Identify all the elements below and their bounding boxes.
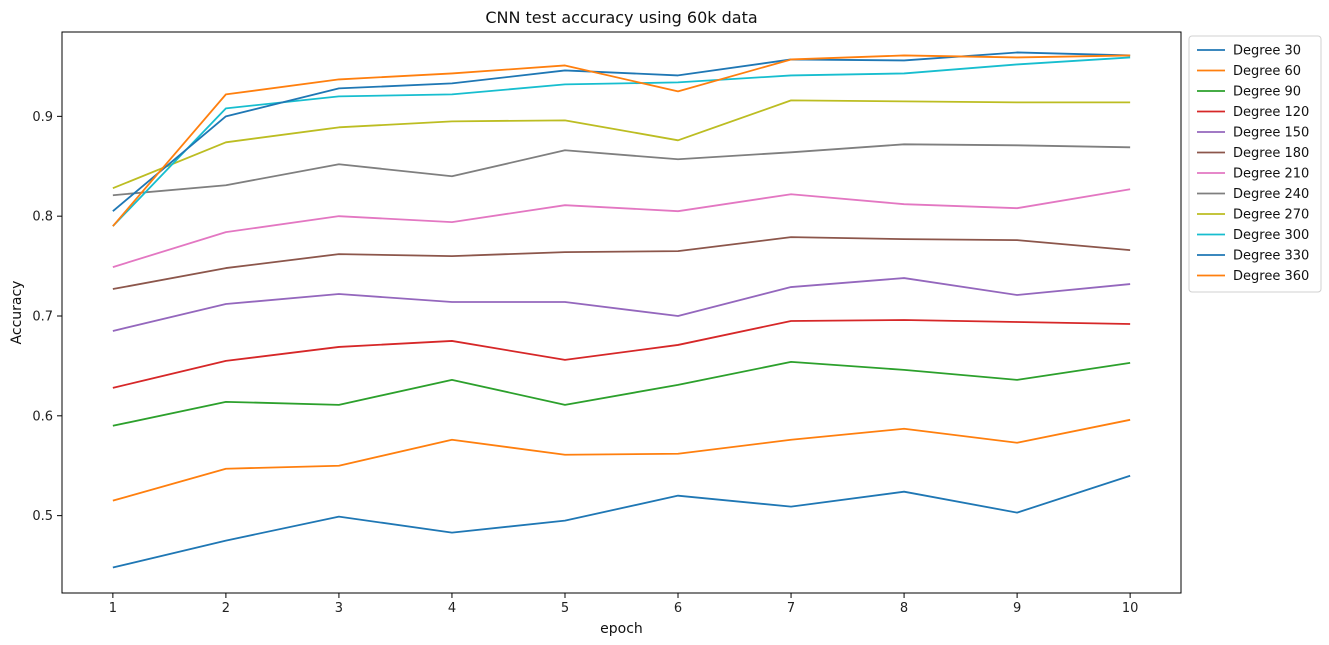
series-line-degree-300 [112, 56, 1131, 227]
series-line-degree-240 [112, 143, 1131, 197]
legend-entry: Degree 240 [1233, 187, 1309, 202]
series-line-degree-180 [112, 236, 1131, 290]
x-tick-label: 1 [109, 601, 117, 616]
chart-title: CNN test accuracy using 60k data [485, 8, 757, 27]
legend-entry: Degree 30 [1233, 44, 1301, 59]
x-tick-label: 5 [561, 601, 569, 616]
series-line-degree-270 [112, 99, 1131, 190]
y-tick-label: 0.5 [32, 509, 53, 524]
series-line-degree-150 [112, 277, 1131, 332]
series-line-degree-330 [112, 51, 1131, 212]
legend-entry: Degree 330 [1233, 249, 1309, 264]
x-tick-label: 8 [900, 601, 908, 616]
series-line-degree-210 [112, 188, 1131, 268]
legend-entry: Degree 180 [1233, 146, 1309, 161]
legend-box [1188, 35, 1322, 293]
legend-entry: Degree 300 [1233, 228, 1309, 243]
legend-entry: Degree 90 [1233, 85, 1301, 100]
series-line-degree-120 [112, 319, 1131, 389]
plot-area [61, 31, 1182, 594]
x-axis-title: epoch [600, 621, 643, 637]
x-tick-label: 2 [222, 601, 230, 616]
series-line-degree-360 [112, 54, 1131, 227]
x-tick-label: 6 [674, 601, 682, 616]
x-tick-label: 7 [787, 601, 795, 616]
legend-entry: Degree 150 [1233, 126, 1309, 141]
x-tick-label: 10 [1122, 601, 1139, 616]
legend-entry: Degree 360 [1233, 269, 1309, 284]
y-tick-label: 0.6 [32, 409, 53, 424]
y-axis: 0.5 0.6 0.7 0.8 0.9 [32, 110, 62, 524]
legend-entry: Degree 270 [1233, 208, 1309, 223]
x-tick-label: 9 [1013, 601, 1021, 616]
legend: Degree 30 Degree 60 Degree 90 Degree 120 Deg… [1188, 35, 1322, 293]
legend-entry: Degree 120 [1233, 105, 1309, 120]
x-axis: 1 2 3 4 5 6 7 8 9 10 [109, 593, 1139, 616]
x-tick-label: 3 [335, 601, 343, 616]
y-tick-label: 0.9 [32, 110, 53, 125]
y-tick-label: 0.8 [32, 210, 53, 225]
y-tick-label: 0.7 [32, 309, 53, 324]
series-line-degree-90 [112, 361, 1131, 427]
series-line-degree-30 [112, 474, 1131, 569]
y-axis-title: Accuracy [9, 281, 25, 345]
legend-entry: Degree 210 [1233, 167, 1309, 182]
legend-entry: Degree 60 [1233, 64, 1301, 79]
series-line-degree-60 [112, 418, 1131, 502]
series-layer [112, 51, 1131, 569]
x-tick-label: 4 [448, 601, 456, 616]
